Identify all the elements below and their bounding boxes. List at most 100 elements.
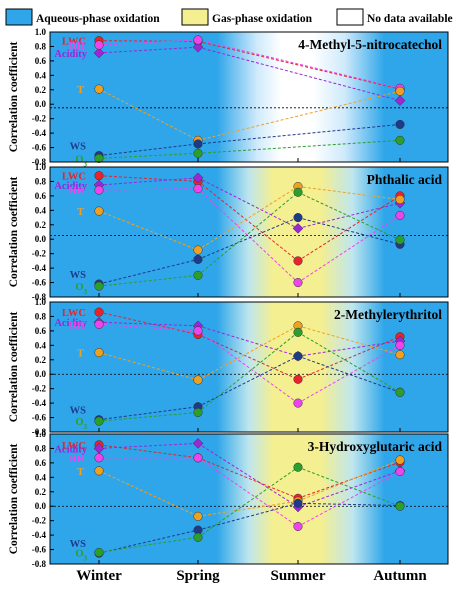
series-label-lwc: LWC [62, 308, 86, 319]
series-line-lwc [297, 195, 401, 262]
series-line-lwc [98, 311, 199, 335]
data-point-t [94, 466, 104, 476]
data-point-acidity [192, 438, 204, 449]
data-point-t [94, 206, 104, 216]
data-point-rh [193, 453, 203, 463]
panel-background [50, 302, 448, 432]
y-tick-label: 0.2 [35, 220, 47, 230]
legend-swatch-aqueous [5, 8, 33, 26]
data-point-rh [395, 467, 405, 477]
data-point-t [193, 375, 203, 385]
data-point-t [395, 350, 405, 360]
series-line-lwc [98, 175, 199, 182]
y-tick-label: -0.8 [32, 292, 47, 302]
data-point-t [193, 511, 203, 521]
legend-swatch-gas [181, 8, 209, 26]
y-tick-label: -0.4 [32, 263, 47, 273]
data-point-o3 [94, 416, 104, 426]
series-label-rh: RH [69, 454, 85, 465]
panel-phthalic-acid: 1.0 0.8 0.6 0.4 0.2 0.0 -0.2 -0.4 -0.6 -0.8 Correl… [8, 162, 449, 302]
y-tick-label: 0.4 [35, 340, 47, 350]
data-point-rh [193, 184, 203, 194]
data-point-o3 [395, 135, 405, 145]
series-label-t: T [77, 349, 84, 360]
legend-label-gas: Gas-phase oxidation [212, 13, 313, 25]
y-tick-label: 0.6 [35, 458, 47, 468]
y-tick-label: -0.6 [32, 143, 47, 153]
y-tick-label: -0.6 [32, 413, 47, 423]
panel-title: 3-Hydroxyglutaric acid [308, 439, 443, 454]
series-label-ws: WS [70, 270, 87, 281]
series-line-rh [98, 188, 199, 191]
panel-3-hydroxyglutaric-acid: 1.0 0.8 0.6 0.4 0.2 0.0 -0.2 -0.4 -0.6 -0.8 Correl… [8, 429, 449, 569]
y-tick-label: 0.8 [35, 311, 47, 321]
legend: Aqueous-phase oxidation Gas-phase oxidat… [5, 8, 453, 26]
data-point-o3 [293, 187, 303, 197]
series-line-o3 [197, 191, 299, 276]
data-point-acidity [192, 41, 204, 53]
series-line-t [98, 210, 199, 251]
data-point-rh [94, 185, 104, 195]
series-line-o3 [98, 412, 199, 422]
series-line-o3 [297, 466, 401, 507]
y-tick-label: 1.0 [35, 297, 47, 307]
series-line-t [297, 325, 401, 356]
series-line-lwc [297, 461, 401, 499]
series-line-ws [197, 355, 299, 408]
data-point-rh [193, 326, 203, 336]
data-point-t [395, 86, 405, 96]
y-tick-label: 0.8 [35, 176, 47, 186]
data-point-rh [94, 319, 104, 329]
data-point-t [395, 455, 405, 465]
series-label-acidity: Acidity [54, 444, 87, 455]
series-line-rh [197, 188, 299, 283]
series-label-ws: WS [70, 406, 87, 417]
y-tick-label: -0.8 [32, 427, 47, 437]
data-point-o3 [193, 148, 203, 158]
panel-frame [49, 166, 449, 298]
data-point-acidity [93, 47, 105, 59]
series-line-t [98, 352, 199, 381]
y-tick-label: 0.4 [35, 205, 47, 215]
panel-title: 2-Methylerythritol [334, 307, 442, 322]
series-label-acidity: Acidity [54, 49, 87, 60]
legend-label-aqueous: Aqueous-phase oxidation [36, 13, 160, 25]
panel-background [50, 167, 448, 297]
series-line-ws [297, 217, 401, 245]
data-point-ws [395, 119, 405, 129]
data-point-lwc [293, 256, 303, 266]
series-line-ws [98, 529, 199, 554]
y-tick-label: -0.8 [32, 157, 47, 167]
series-line-acidity [197, 325, 299, 357]
series-line-t [297, 186, 401, 200]
data-point-acidity [394, 95, 406, 106]
y-tick-label: 1.0 [35, 429, 47, 439]
series-line-acidity [297, 340, 401, 357]
data-point-o3 [395, 235, 405, 245]
series-label-ws: WS [70, 539, 87, 550]
y-axis-label: Correlation coefficient [8, 444, 20, 555]
data-point-o3 [293, 327, 303, 337]
data-point-o3 [94, 153, 104, 163]
series-line-rh [297, 344, 401, 404]
legend-label-nodata: No data available [367, 13, 453, 25]
data-point-t [395, 194, 405, 205]
series-line-o3 [98, 536, 199, 553]
data-point-lwc [94, 171, 104, 181]
series-line-rh [297, 214, 401, 283]
series-line-ws [197, 217, 299, 260]
data-point-lwc [293, 374, 303, 384]
y-tick-label: -0.4 [32, 398, 47, 408]
series-label-rh: RH [69, 186, 85, 197]
series-label-lwc: LWC [62, 37, 86, 48]
y-tick-label: -0.8 [32, 559, 47, 569]
series-line-ws [98, 143, 199, 156]
series-label-acidity: Acidity [54, 181, 87, 192]
y-tick-label: -0.2 [32, 384, 47, 394]
y-tick-label: -0.2 [32, 249, 47, 259]
y-tick-label: 0.8 [35, 443, 47, 453]
series-line-o3 [197, 139, 401, 154]
series-line-lwc [197, 181, 299, 262]
x-tick-label-winter: Winter [76, 568, 122, 584]
series-line-acidity [197, 177, 299, 229]
